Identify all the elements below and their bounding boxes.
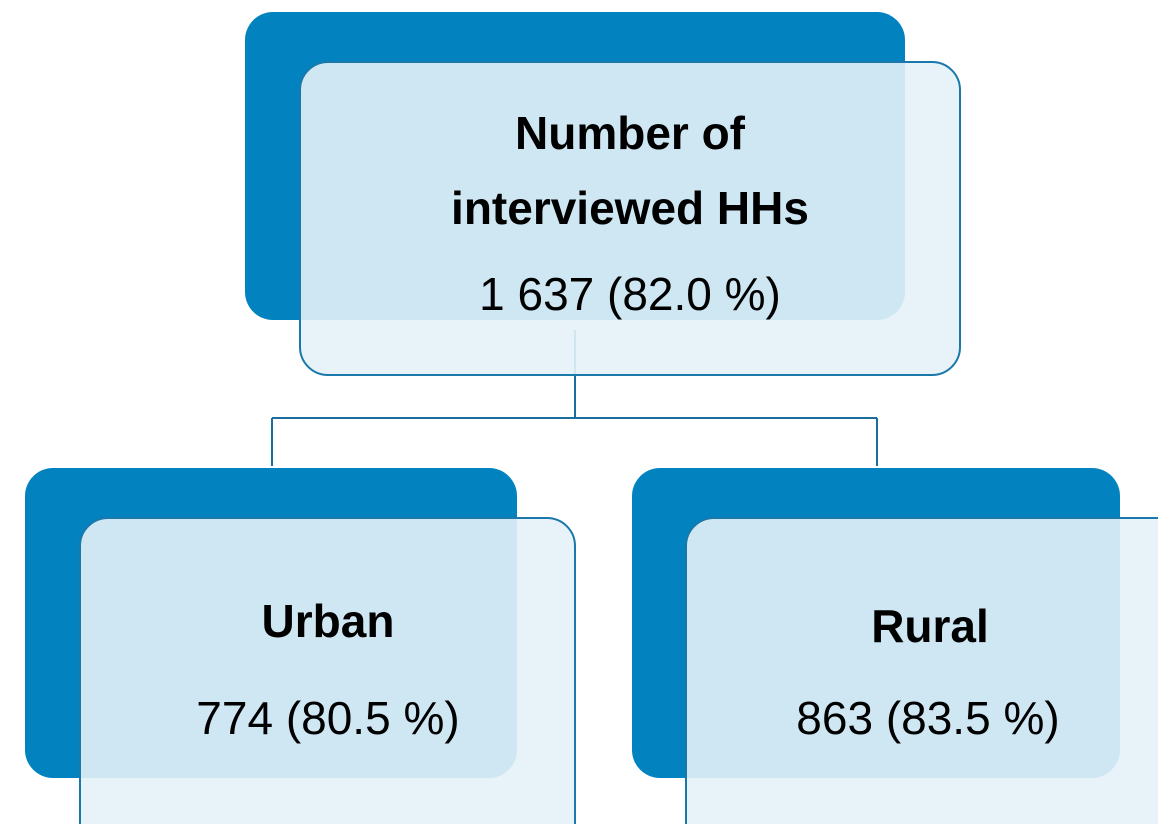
node-front (685, 517, 1158, 824)
node-rural: Rural 863 (83.5 %) (632, 468, 1158, 824)
node-title: Rural (871, 600, 989, 652)
node-value: 774 (80.5 %) (196, 692, 459, 744)
node-value: 863 (83.5 %) (796, 692, 1059, 744)
node-urban: Urban 774 (80.5 %) (25, 468, 576, 824)
node-title: interviewed HHs (451, 182, 809, 234)
node-title: Number of (515, 107, 746, 159)
node-total: Number of interviewed HHs 1 637 (82.0 %) (245, 12, 961, 376)
node-value: 1 637 (82.0 %) (479, 268, 781, 320)
node-front (299, 61, 961, 376)
node-title: Urban (262, 595, 395, 647)
node-front (79, 517, 576, 824)
